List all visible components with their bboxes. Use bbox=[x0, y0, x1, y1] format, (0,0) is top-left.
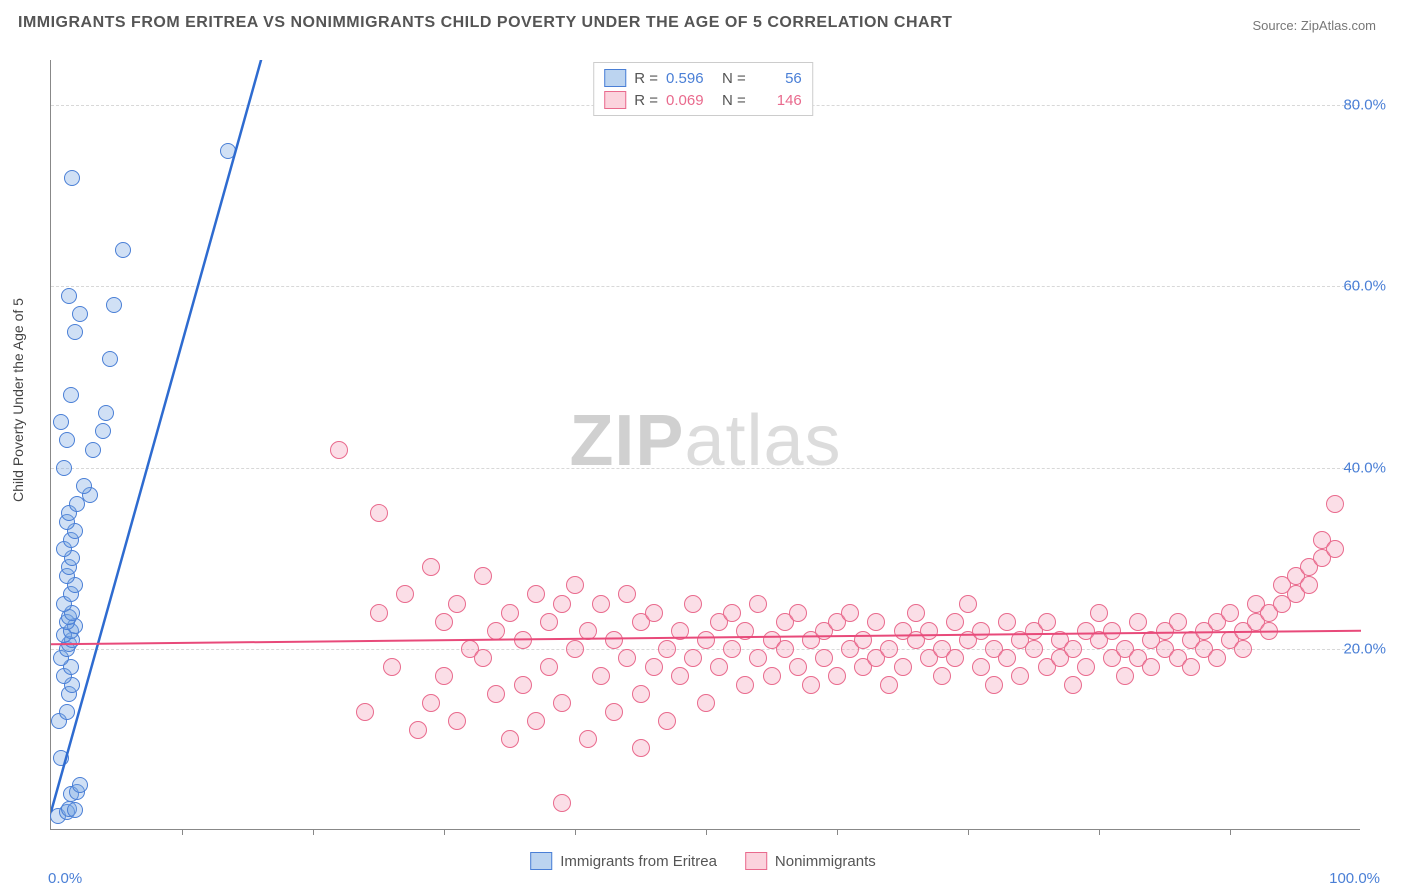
legend-item: Immigrants from Eritrea bbox=[530, 852, 717, 870]
legend-row: R = 0.069 N = 146 bbox=[604, 89, 802, 111]
legend-swatch bbox=[745, 852, 767, 870]
legend-label: Nonimmigrants bbox=[775, 853, 876, 870]
x-tick-0: 0.0% bbox=[48, 870, 82, 887]
y-axis-label: Child Poverty Under the Age of 5 bbox=[10, 298, 26, 502]
legend-swatch bbox=[530, 852, 552, 870]
legend-label: Immigrants from Eritrea bbox=[560, 853, 717, 870]
legend-swatch bbox=[604, 69, 626, 87]
n-label: N = bbox=[722, 70, 746, 87]
correlation-legend: R = 0.596 N = 56 R = 0.069 N = 146 bbox=[593, 62, 813, 116]
x-tick-100: 100.0% bbox=[1329, 870, 1380, 887]
r-value: 0.596 bbox=[666, 70, 714, 87]
n-value: 56 bbox=[754, 70, 802, 87]
n-label: N = bbox=[722, 92, 746, 109]
series-legend: Immigrants from Eritrea Nonimmigrants bbox=[530, 852, 876, 870]
trend-lines bbox=[51, 60, 1361, 830]
legend-item: Nonimmigrants bbox=[745, 852, 876, 870]
n-value: 146 bbox=[754, 92, 802, 109]
legend-swatch bbox=[604, 91, 626, 109]
legend-row: R = 0.596 N = 56 bbox=[604, 67, 802, 89]
r-label: R = bbox=[634, 92, 658, 109]
plot-area: ZIPatlas bbox=[50, 60, 1360, 830]
chart-title: IMMIGRANTS FROM ERITREA VS NONIMMIGRANTS… bbox=[18, 14, 952, 32]
r-label: R = bbox=[634, 70, 658, 87]
source-citation: Source: ZipAtlas.com bbox=[1252, 18, 1376, 33]
r-value: 0.069 bbox=[666, 92, 714, 109]
